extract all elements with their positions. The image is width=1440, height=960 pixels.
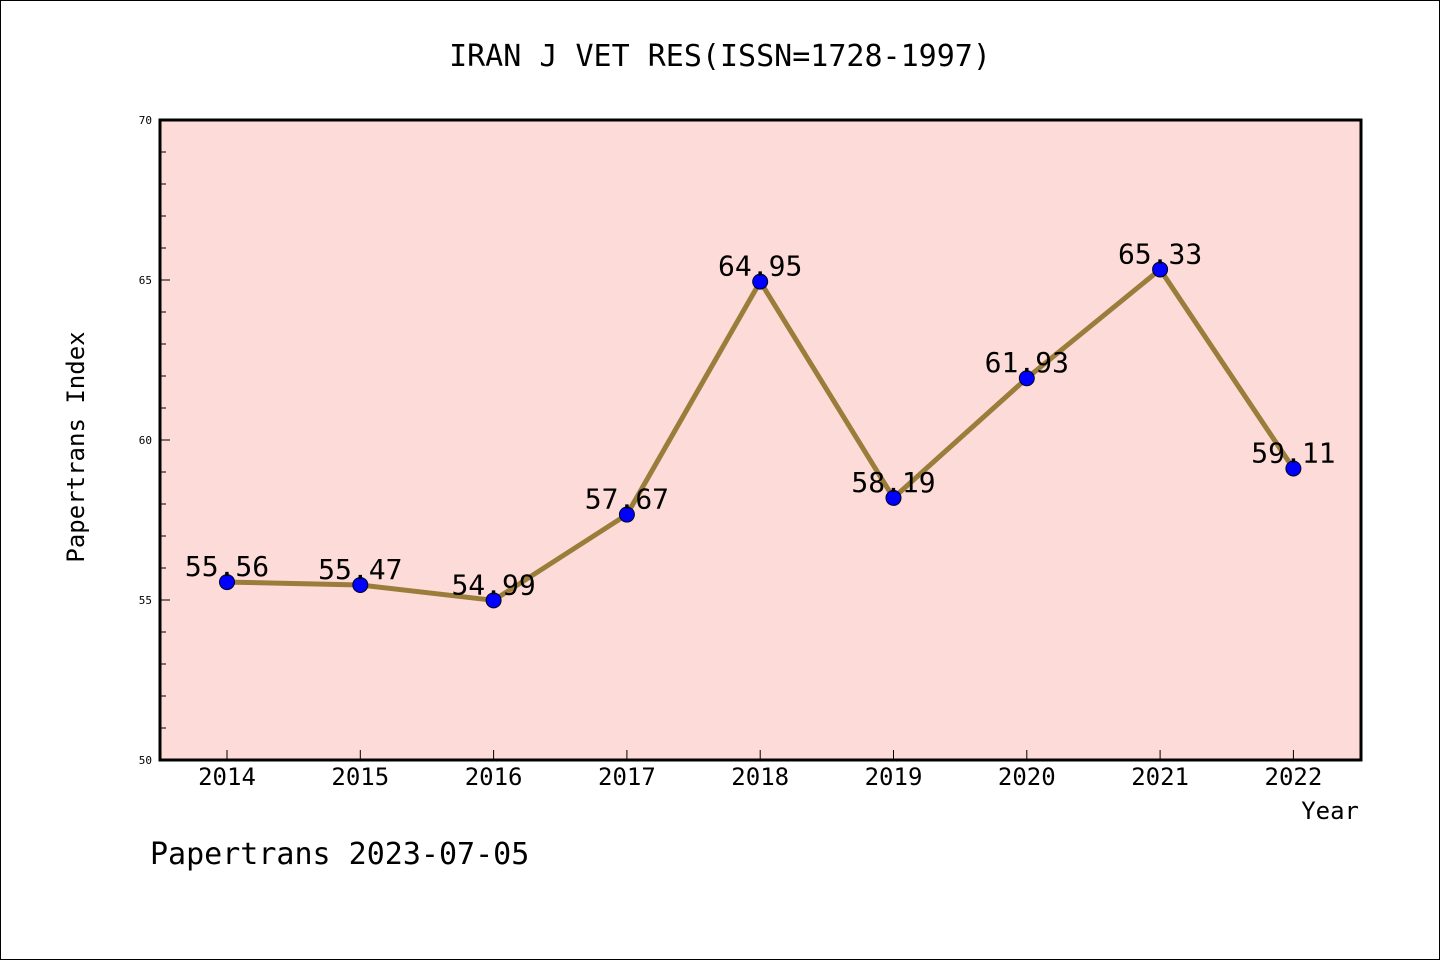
data-value-label: 65.33 [1118,237,1202,270]
x-tick-label: 2022 [1265,763,1323,791]
x-tick-label: 2018 [731,763,789,791]
x-axis: 2014 2015 2016 2017 2018 2019 2020 2021 2022 [198,750,1322,791]
data-value-label: 54.99 [451,568,535,601]
data-point-marker [485,592,502,609]
data-point-marker [1152,261,1169,278]
y-tick-label: 60 [139,434,152,447]
data-point-marker [219,574,235,591]
data-value-label: 57.67 [585,483,669,516]
data-point-marker [352,576,369,593]
footer-caption: Papertrans 2023-07-05 [150,837,529,872]
x-tick-label: 2015 [331,763,389,791]
series-marker-layer [219,261,1302,609]
data-value-label: 59.11 [1251,436,1335,469]
x-axis-label: Year [1301,797,1359,825]
x-tick-label: 2021 [1131,763,1189,791]
x-tick-label: 2017 [598,763,656,791]
y-tick-label: 65 [139,274,152,287]
x-tick-label: 2014 [198,763,256,791]
data-value-label: 55.47 [318,553,402,586]
data-label-layer: 55.56 55.47 54.99 57.67 64.95 58.19 61.93 65.33… [185,237,1336,601]
data-value-label: 58.19 [851,466,935,499]
x-tick-label: 2019 [865,763,923,791]
data-point-marker [885,489,902,506]
data-point-marker [1018,370,1035,387]
data-point-marker [618,506,635,523]
y-tick-label: 50 [139,754,152,767]
y-axis: 50 55 60 65 70 [139,114,170,767]
data-value-label: 61.93 [985,346,1069,379]
plot-area [158,118,1363,762]
y-tick-label: 55 [139,594,152,607]
data-value-label: 64.95 [718,250,802,283]
data-point-marker [752,273,769,290]
y-axis-label: Papertrans Index [62,331,90,562]
chart-title: IRAN J VET RES(ISSN=1728-1997) [449,39,991,74]
data-point-marker [1285,460,1302,477]
y-tick-label: 70 [139,114,152,127]
x-tick-label: 2020 [998,763,1056,791]
data-value-label: 55.56 [185,550,269,583]
x-tick-label: 2016 [465,763,523,791]
